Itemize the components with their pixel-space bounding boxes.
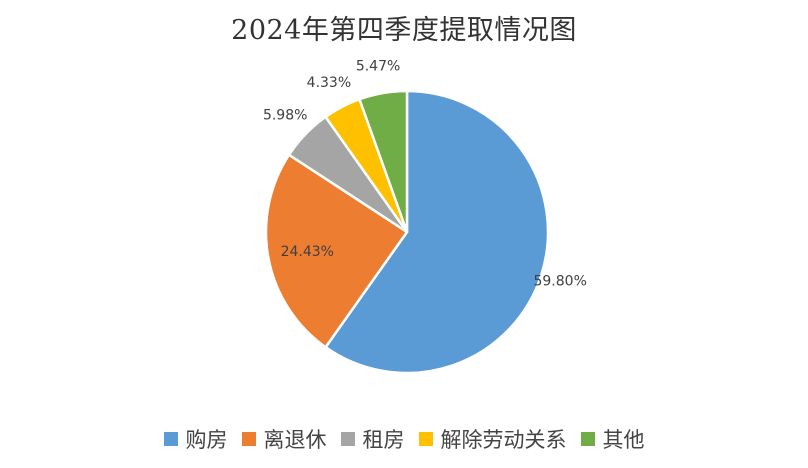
legend-swatch — [241, 432, 256, 446]
legend-item-1: 购房 — [163, 424, 228, 454]
pie-slice-2 — [264, 153, 409, 349]
legend-label: 离退休 — [263, 428, 327, 452]
legend-label: 购房 — [185, 428, 228, 452]
legend-item-5: 其他 — [580, 424, 645, 454]
legend-label: 租房 — [362, 428, 405, 452]
legend-swatch — [418, 432, 433, 446]
legend-item-3: 租房 — [340, 424, 405, 454]
data-label-1: 59.80% — [533, 274, 586, 290]
data-label-4: 4.33% — [307, 75, 351, 91]
legend-item-4: 解除劳动关系 — [418, 424, 567, 454]
data-label-2: 24.43% — [281, 244, 334, 260]
legend-item-2: 离退休 — [241, 424, 327, 454]
legend-label: 其他 — [602, 428, 645, 452]
legend-swatch — [163, 432, 178, 446]
legend-swatch — [580, 432, 595, 446]
pie-slice-5 — [358, 89, 409, 234]
data-label-5: 5.47% — [356, 58, 400, 74]
chart-title: 2024年第四季度提取情况图 — [231, 15, 577, 46]
legend-swatch — [340, 432, 355, 446]
legend-label: 解除劳动关系 — [440, 428, 567, 452]
pie-slice-1 — [324, 89, 550, 375]
chart-legend: 购房 离退休 租房 解除劳动关系 其他 — [0, 424, 808, 454]
data-label-3: 5.98% — [263, 108, 307, 124]
